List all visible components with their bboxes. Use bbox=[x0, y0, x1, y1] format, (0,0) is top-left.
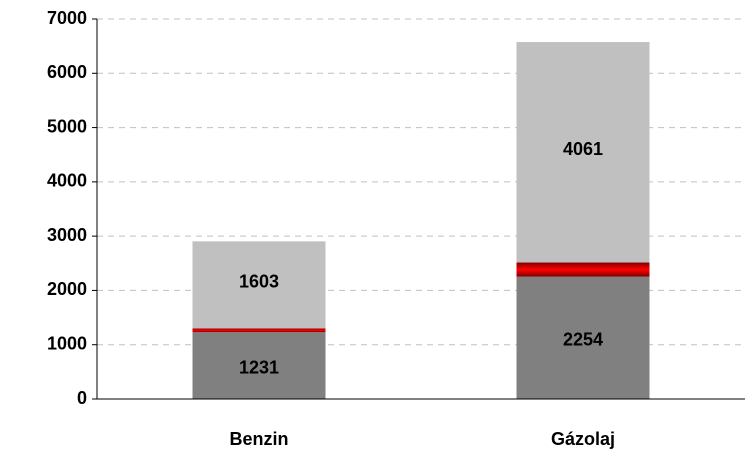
y-tick-label: 3000 bbox=[47, 225, 87, 245]
data-label: 1603 bbox=[239, 272, 279, 292]
x-tick-label: Gázolaj bbox=[551, 429, 615, 449]
y-tick-label: 1000 bbox=[47, 333, 87, 353]
bar-segment bbox=[192, 241, 326, 329]
y-tick-label: 7000 bbox=[47, 8, 87, 28]
data-label: 2254 bbox=[563, 330, 603, 350]
bar-segment bbox=[516, 42, 650, 263]
y-tick-label: 4000 bbox=[47, 171, 87, 191]
y-tick-label: 0 bbox=[77, 388, 87, 408]
bar-segment bbox=[516, 276, 650, 399]
bar-segment bbox=[516, 262, 650, 277]
bar-segment bbox=[192, 332, 326, 399]
bar-segment bbox=[192, 328, 326, 333]
y-tick-label: 2000 bbox=[47, 279, 87, 299]
data-label: 1231 bbox=[239, 357, 279, 377]
x-tick-label: Benzin bbox=[229, 429, 288, 449]
y-tick-label: 6000 bbox=[47, 62, 87, 82]
y-tick-label: 5000 bbox=[47, 116, 87, 136]
data-label: 4061 bbox=[563, 139, 603, 159]
